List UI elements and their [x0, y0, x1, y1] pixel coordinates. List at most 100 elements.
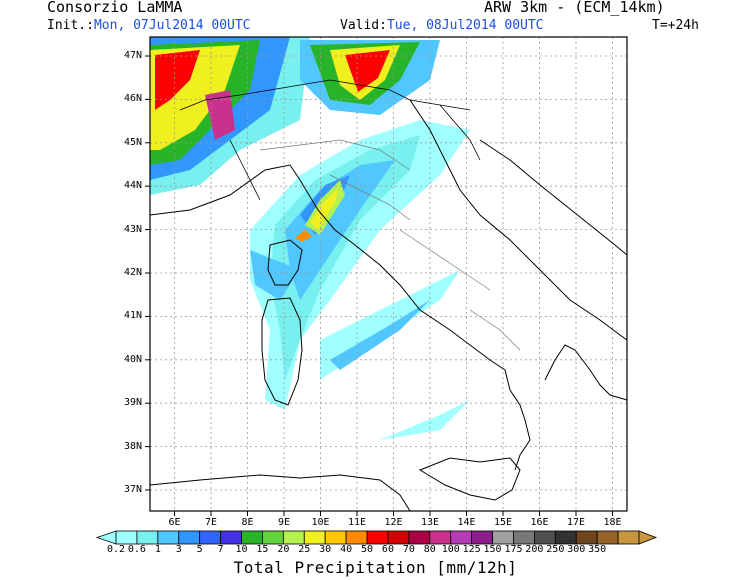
colorbar-swatch	[115, 530, 138, 545]
colorbar-swatch	[575, 530, 598, 545]
colorbar-swatch	[408, 530, 431, 545]
colorbar-swatch	[450, 530, 473, 545]
init-label: Init.:	[47, 18, 94, 33]
colorbar-swatch	[492, 530, 514, 545]
colorbar-arrow-left	[95, 530, 117, 545]
lon-label: 9E	[277, 517, 291, 528]
colorbar-swatch	[596, 530, 619, 545]
lat-label: 46N	[123, 93, 142, 105]
lon-label: 7E	[204, 517, 218, 528]
model-title: ARW 3km - (ECM_14km)	[484, 0, 665, 16]
regional-borders	[259, 139, 521, 351]
lon-label: 6E	[168, 517, 181, 528]
colorbar-level-label: 70	[402, 544, 415, 555]
colorbar-level-label: 15	[256, 544, 269, 555]
colorbar-swatch	[303, 530, 326, 545]
north-africa-coast	[150, 474, 411, 511]
coastline-tyrrhenian	[150, 164, 531, 471]
lat-label: 45N	[123, 136, 142, 148]
init-value: Mon, 07Jul2014 00UTC	[93, 18, 251, 33]
colorbar-swatch	[136, 530, 159, 545]
axis-ticks	[145, 55, 613, 516]
colorbar-arrow-right	[638, 530, 658, 545]
lon-label: 10E	[311, 517, 330, 528]
colorbar-swatch	[345, 530, 368, 545]
colorbar-level-label: 3	[175, 544, 182, 555]
colorbar-swatch	[241, 530, 263, 545]
lat-label: 39N	[123, 397, 142, 409]
lat-label: 40N	[123, 353, 142, 365]
lon-label: 18E	[603, 517, 622, 528]
colorbar-level-label: 300	[567, 544, 586, 555]
colorbar-swatch	[554, 530, 577, 545]
colorbar-swatch	[324, 530, 347, 545]
colorbar-level-label: 150	[483, 544, 502, 555]
coastlines	[150, 99, 627, 511]
valid-label: Valid:	[340, 18, 387, 33]
colorbar-level-label: 5	[196, 544, 203, 555]
colorbar-level-label: 10	[235, 544, 248, 555]
init-time: Init.:Mon, 07Jul2014 00UTC	[47, 19, 251, 32]
colorbar-level-label: 50	[361, 544, 374, 555]
lon-label: 17E	[566, 517, 586, 528]
colorbar-swatch	[617, 530, 640, 545]
valid-time: Valid:Tue, 08Jul2014 00UTC	[340, 19, 544, 32]
lead-time: T=+24h	[652, 18, 699, 33]
lon-label: 11E	[347, 517, 367, 528]
colorbar-level-label: 350	[588, 544, 607, 555]
colorbar-level-label: 7	[217, 544, 224, 555]
lon-label: 14E	[457, 517, 476, 528]
colorbar-level-label: 0.2	[106, 544, 126, 555]
lat-label: 47N	[123, 50, 142, 61]
lat-label: 37N	[123, 484, 142, 495]
colorbar-level-label: 125	[462, 544, 481, 555]
colorbar-level-label: 1	[154, 544, 161, 555]
colorbar-swatch	[429, 530, 452, 545]
colorbar-swatch	[387, 530, 410, 545]
colorbar-swatch	[157, 530, 180, 545]
colorbar-level-label: 175	[504, 544, 523, 555]
map-frame	[149, 36, 628, 512]
country-borders	[179, 79, 481, 201]
lon-label: 8E	[241, 517, 254, 528]
lon-label: 15E	[493, 517, 513, 528]
lon-label: 13E	[420, 517, 440, 528]
colorbar-swatch	[199, 530, 221, 545]
lat-label: 41N	[123, 310, 142, 322]
lon-label: 12E	[384, 517, 403, 528]
colorbar-level-label: 60	[381, 544, 394, 555]
lat-label: 44N	[123, 180, 142, 192]
coastline-ionian	[544, 344, 627, 401]
colorbar-level-label: 0.6	[127, 544, 146, 555]
colorbar-level-label: 30	[319, 544, 332, 555]
coastline-adriatic	[409, 99, 627, 341]
sardinia	[261, 297, 303, 406]
colorbar-level-label: 200	[525, 544, 544, 555]
colorbar-swatch	[178, 530, 201, 545]
lat-label: 38N	[123, 440, 142, 452]
colorbar-swatch	[262, 530, 284, 545]
colorbar-swatch	[534, 530, 556, 545]
colorbar-level-label: 250	[546, 544, 565, 555]
dalmatia-coast	[479, 139, 627, 256]
corsica	[267, 239, 303, 286]
colorbar-swatch	[513, 530, 535, 545]
colorbar-level-label: 80	[423, 544, 436, 555]
colorbar-swatch	[282, 530, 305, 545]
colorbar-level-label: 40	[340, 544, 353, 555]
lat-label: 43N	[123, 223, 142, 235]
colorbar	[95, 530, 658, 545]
lat-label: 42N	[123, 267, 142, 278]
sicily	[418, 457, 521, 501]
org-title: Consorzio LaMMA	[47, 0, 183, 16]
colorbar-level-label: 20	[277, 544, 290, 555]
colorbar-swatch	[471, 530, 493, 545]
valid-value: Tue, 08Jul2014 00UTC	[386, 18, 544, 33]
colorbar-swatch	[366, 530, 389, 545]
lon-label: 16E	[530, 517, 549, 528]
colorbar-level-label: 25	[298, 544, 311, 555]
colorbar-swatch	[220, 530, 242, 545]
colorbar-level-label: 100	[441, 544, 460, 555]
colorbar-title: Total Precipitation [mm/12h]	[233, 558, 518, 577]
